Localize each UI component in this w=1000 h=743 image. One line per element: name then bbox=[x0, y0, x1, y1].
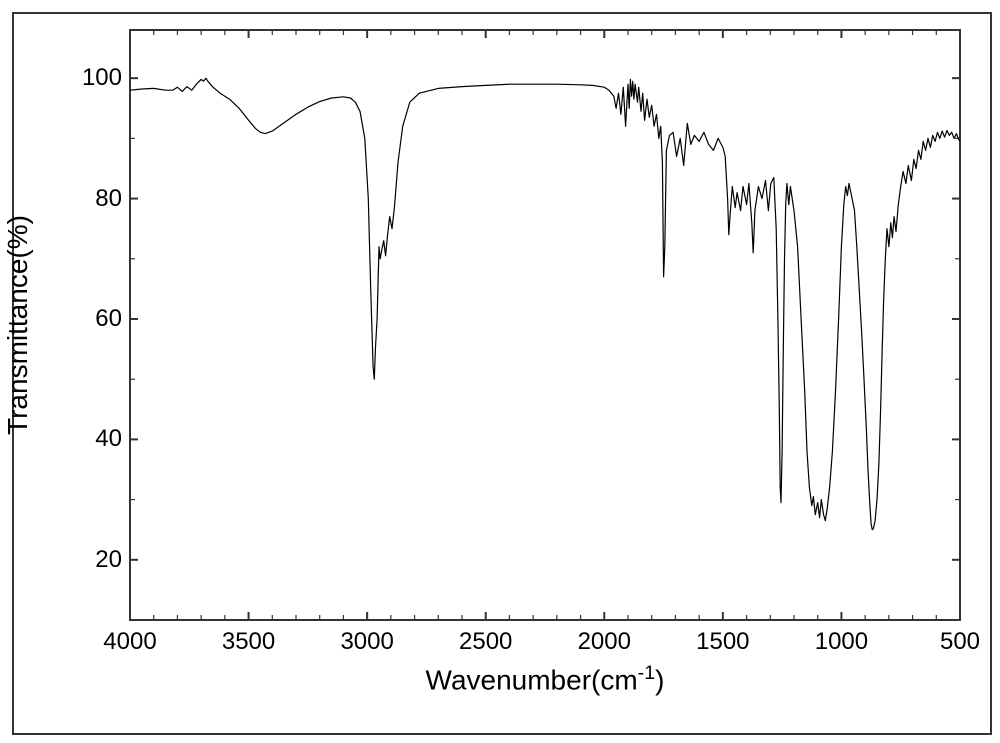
spectrum-line bbox=[130, 78, 960, 530]
x-tick-label: 2000 bbox=[564, 628, 644, 656]
y-tick-label: 40 bbox=[62, 425, 122, 453]
ir-spectrum-chart: Transmittance(%) Wavenumber(cm-1) 4000 35… bbox=[0, 0, 1000, 743]
y-tick-label: 20 bbox=[62, 546, 122, 574]
x-axis-label-prefix: Wavenumber(cm bbox=[426, 664, 638, 695]
x-axis-label: Wavenumber(cm-1) bbox=[426, 662, 665, 696]
y-tick-label: 60 bbox=[62, 305, 122, 333]
y-tick-label: 80 bbox=[62, 185, 122, 213]
y-tick-label: 100 bbox=[62, 64, 122, 92]
x-tick-label: 500 bbox=[920, 628, 1000, 656]
x-tick-label: 3000 bbox=[327, 628, 407, 656]
x-tick-label: 3500 bbox=[209, 628, 289, 656]
y-axis-label: Transmittance(%) bbox=[2, 215, 34, 435]
x-tick-label: 1000 bbox=[801, 628, 881, 656]
x-tick-label: 4000 bbox=[90, 628, 170, 656]
x-tick-label: 1500 bbox=[683, 628, 763, 656]
x-axis-label-suffix: ) bbox=[655, 664, 664, 695]
x-tick-label: 2500 bbox=[446, 628, 526, 656]
x-axis-label-super: -1 bbox=[638, 662, 655, 684]
